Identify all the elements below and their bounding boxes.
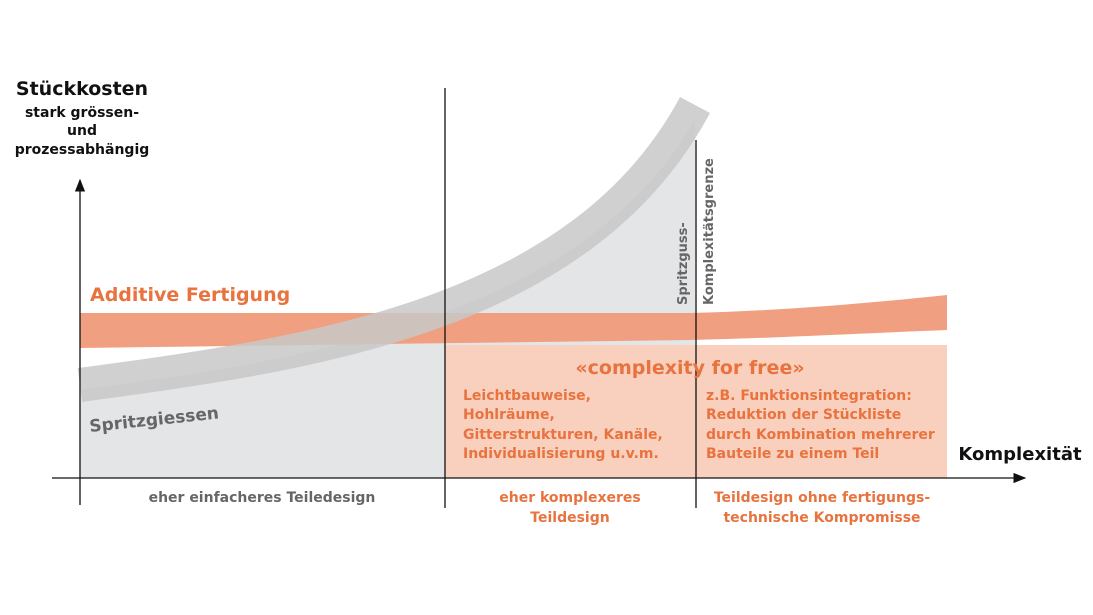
section-label-middle-2: Teildesign <box>530 510 609 526</box>
middle-list-item: Gitterstrukturen, Kanäle, <box>463 427 663 443</box>
additive-manufacturing-label: Additive Fertigung <box>90 284 290 306</box>
section-label-right-1: Teildesign ohne fertigungs- <box>714 490 931 506</box>
middle-list-item: Hohlräume, <box>463 407 555 423</box>
right-list-item: Reduktion der Stückliste <box>706 407 901 423</box>
y-axis-title: Stückkosten <box>16 78 148 100</box>
section-label-middle-1: eher komplexeres <box>499 490 640 506</box>
y-axis-subtitle-3: prozessabhängig <box>15 142 150 158</box>
middle-list-item: Individualisierung u.v.m. <box>463 446 659 462</box>
y-axis-subtitle-1: stark grössen- <box>25 105 139 121</box>
injection-molding-band <box>77 96 710 402</box>
complexity-for-free-label: «complexity for free» <box>575 357 804 379</box>
right-list-item: Bauteile zu einem Teil <box>706 446 879 462</box>
limit-label-line2: Komplexitätsgrenze <box>702 158 717 305</box>
limit-label-line1: Spritzguss- <box>676 222 691 305</box>
y-axis-subtitle-2: und <box>67 123 97 139</box>
section-label-left: eher einfacheres Teiledesign <box>149 490 376 506</box>
x-axis-title: Komplexität <box>958 444 1082 465</box>
section-label-right-2: technische Kompromisse <box>723 510 920 526</box>
right-list-item: z.B. Funktionsintegration: <box>706 388 912 404</box>
right-list-item: durch Kombination mehrerer <box>706 427 935 443</box>
middle-list-item: Leichtbauweise, <box>463 388 591 404</box>
